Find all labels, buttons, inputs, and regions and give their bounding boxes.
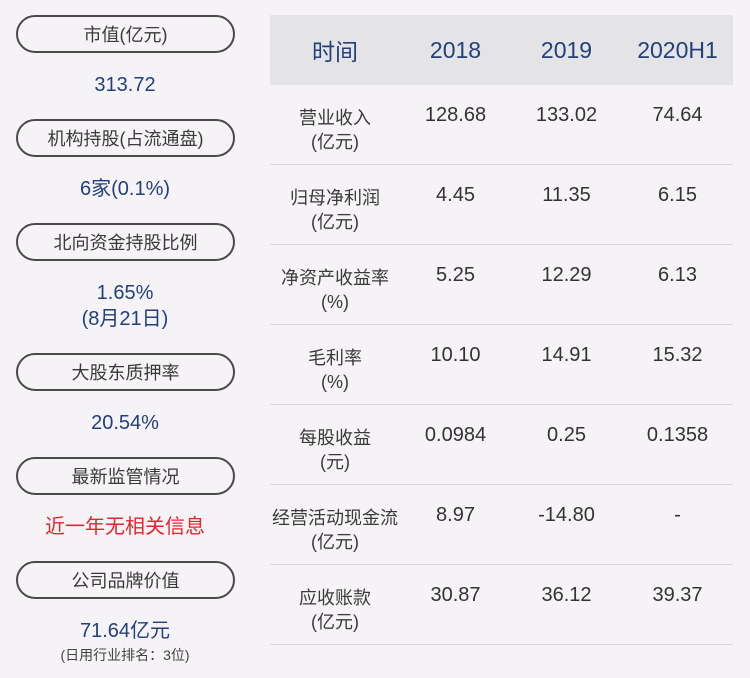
table-cell: 30.87	[430, 584, 481, 606]
table-cell: -	[674, 504, 681, 526]
table-cell: 8.97	[436, 504, 475, 526]
row-label: 每股收益 (元)	[299, 428, 371, 472]
table-cell: 12.29	[541, 264, 592, 286]
row-label: 营业收入 (亿元)	[299, 108, 371, 152]
table-cell: 10.10	[430, 344, 481, 366]
header-period: 时间	[312, 39, 358, 65]
brand-value-rank: (日用行业排名：3位)	[60, 647, 190, 663]
row-label: 净资产收益率 (%)	[281, 268, 389, 312]
table-cell: 6.13	[658, 264, 697, 286]
header-2018: 2018	[429, 36, 482, 63]
table-row: 净资产收益率 (%) 5.25 12.29 6.13	[270, 245, 733, 325]
header-2020h1: 2020H1	[637, 36, 718, 63]
table-row: 归母净利润 (亿元) 4.45 11.35 6.15	[270, 165, 733, 245]
market-cap-value: 313.72	[94, 74, 156, 96]
table-row: 毛利率 (%) 10.10 14.91 15.32	[270, 325, 733, 405]
table-cell: 0.25	[547, 424, 586, 446]
table-cell: 14.91	[541, 344, 592, 366]
table-cell: 6.15	[658, 184, 697, 206]
table-cell: -14.80	[538, 504, 595, 526]
northbound-holding-value: 1.65%	[96, 282, 154, 304]
table-cell: 0.0984	[424, 424, 487, 446]
pledge-ratio-label: 大股东质押率	[16, 353, 235, 391]
brand-value-value: 71.64亿元	[79, 620, 171, 642]
brand-value-label: 公司品牌价值	[16, 561, 235, 599]
market-cap-label: 市值(亿元)	[16, 15, 235, 53]
financial-table: 时间 2018 2019 2020H1 营业收入 (亿元) 128.68 133.…	[270, 15, 733, 645]
row-label: 归母净利润 (亿元)	[290, 188, 380, 232]
table-cell: 128.68	[424, 104, 487, 126]
table-cell: 4.45	[436, 184, 475, 206]
table-cell: 15.32	[652, 344, 703, 366]
table-row: 经营活动现金流 (亿元) 8.97 -14.80 -	[270, 485, 733, 565]
pledge-ratio-value: 20.54%	[91, 412, 159, 434]
northbound-holding-label: 北向资金持股比例	[16, 223, 235, 261]
table-cell: 39.37	[652, 584, 703, 606]
institutional-holding-label: 机构持股(占流通盘)	[16, 119, 235, 157]
row-label: 经营活动现金流 (亿元)	[272, 508, 398, 552]
table-cell: 11.35	[542, 184, 591, 206]
table-row: 营业收入 (亿元) 128.68 133.02 74.64	[270, 85, 733, 165]
table-cell: 74.64	[652, 104, 703, 126]
regulatory-status-label: 最新监管情况	[16, 457, 235, 495]
table-row: 每股收益 (元) 0.0984 0.25 0.1358	[270, 405, 733, 485]
table-cell: 133.02	[535, 104, 598, 126]
table-row: 应收账款 (亿元) 30.87 36.12 39.37	[270, 565, 733, 645]
key-metrics-panel: 市值(亿元) 313.72 机构持股(占流通盘) 6家(0.1%) 北向资金持股…	[0, 0, 250, 678]
table-header: 时间 2018 2019 2020H1	[270, 15, 733, 85]
header-2019: 2019	[540, 36, 593, 63]
institutional-holding-value: 6家(0.1%)	[79, 178, 171, 200]
regulatory-status-value: 近一年无相关信息	[45, 516, 205, 538]
table-cell: 0.1358	[646, 424, 709, 446]
table-cell: 36.12	[541, 584, 592, 606]
row-label: 应收账款 (亿元)	[299, 588, 371, 632]
row-label: 毛利率 (%)	[308, 348, 362, 392]
table-cell: 5.25	[436, 264, 475, 286]
northbound-holding-date: (8月21日)	[81, 308, 169, 330]
